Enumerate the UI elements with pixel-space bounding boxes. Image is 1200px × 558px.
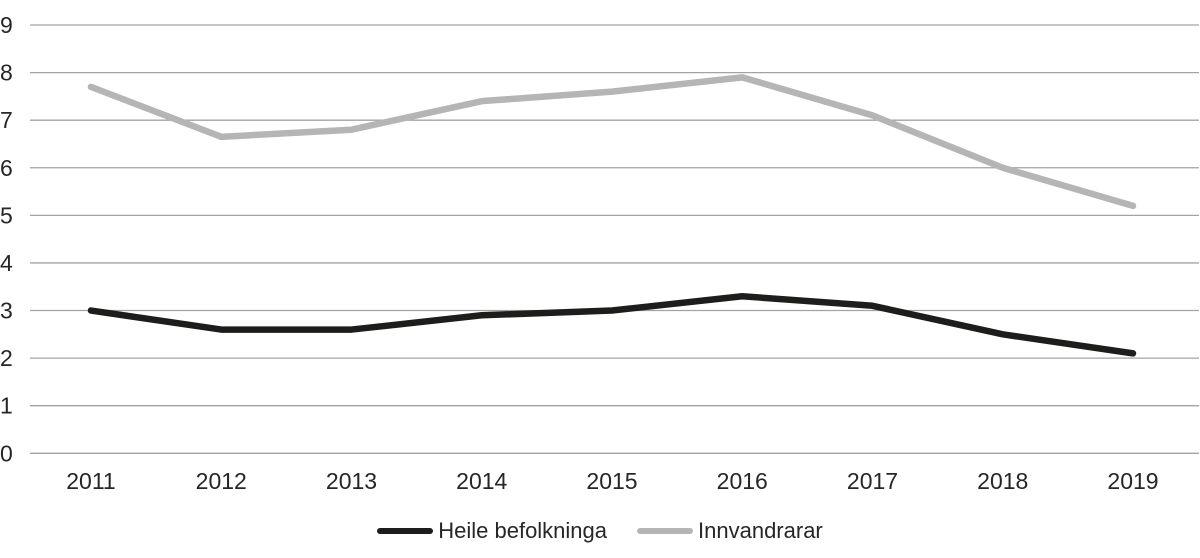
legend-swatch-innvandrarar [637, 528, 694, 534]
x-axis-tick-label-2012: 2012 [196, 468, 247, 494]
x-axis-tick-label-2019: 2019 [1107, 468, 1158, 494]
plot-area: 0 1 2 3 4 5 6 7 8 9 2011 2012 2013 2014 2015 2016 2017 20… [0, 12, 1199, 494]
x-axis-tick-label-2013: 2013 [326, 468, 377, 494]
x-axis-tick-label-2014: 2014 [456, 468, 507, 494]
legend-item-heile-befolkninga: Heile befolkninga [377, 518, 607, 544]
y-axis-tick-label-1: 1 [0, 393, 13, 419]
y-axis-tick-label-0: 0 [0, 440, 13, 466]
y-axis-tick-label-8: 8 [0, 60, 13, 86]
y-axis-tick-label-2: 2 [0, 345, 13, 371]
series-line-innvandrarar [87, 74, 1137, 210]
y-axis-tick-label-7: 7 [0, 107, 13, 133]
x-axis-tick-label-2011: 2011 [66, 468, 115, 494]
y-axis-tick-label-6: 6 [0, 155, 13, 181]
legend-label-heile-befolkninga: Heile befolkninga [438, 518, 608, 543]
x-axis-tick-label-2018: 2018 [977, 468, 1028, 494]
y-axis-tick-label-4: 4 [0, 250, 13, 276]
legend-swatch-heile-befolkninga [377, 528, 434, 534]
y-axis-tick-label-5: 5 [0, 202, 13, 228]
legend-item-innvandrarar: Innvandrarar [637, 518, 823, 544]
x-axis-tick-label-2016: 2016 [717, 468, 768, 494]
y-axis-tick-label-3: 3 [0, 298, 13, 324]
legend-label-innvandrarar: Innvandrarar [698, 518, 823, 543]
legend: Heile befolkninga Innvandrarar [0, 500, 1200, 558]
x-axis-tick-label-2017: 2017 [847, 468, 898, 494]
y-axis-tick-label-9: 9 [0, 12, 13, 38]
x-axis-tick-label-2015: 2015 [586, 468, 637, 494]
series-line-heile-befolkninga [87, 293, 1137, 357]
